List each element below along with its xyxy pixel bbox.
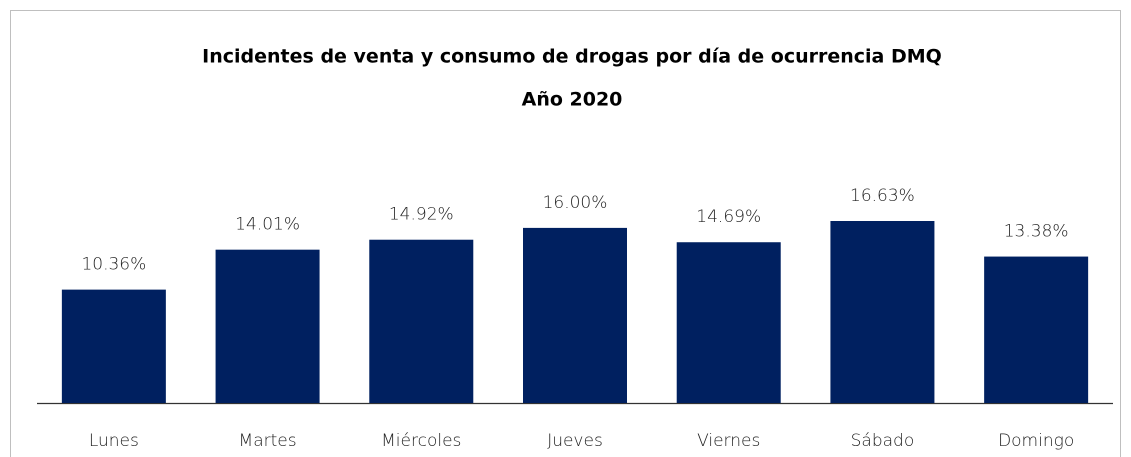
chart-subtitle: Año 2020	[522, 89, 623, 111]
data-label: 16.63%	[850, 186, 915, 206]
x-tick-label: Miércoles	[381, 431, 461, 451]
data-label: 14.92%	[389, 205, 454, 225]
x-tick-label: Domingo	[998, 431, 1074, 451]
bar	[984, 256, 1089, 403]
x-tick-label: Viernes	[697, 431, 760, 451]
bar	[523, 227, 627, 403]
chart-title: Incidentes de venta y consumo de drogas …	[202, 46, 942, 68]
data-label: 16.00%	[543, 193, 608, 213]
data-label: 14.69%	[696, 207, 761, 227]
x-tick-label: Lunes	[89, 431, 139, 451]
x-tick-label: Sábado	[851, 431, 915, 451]
bar	[830, 221, 935, 403]
bar	[676, 242, 781, 403]
bar	[61, 289, 166, 403]
bar	[215, 249, 320, 403]
bar	[369, 239, 474, 403]
data-label: 14.01%	[235, 215, 300, 235]
x-tick-label: Martes	[239, 431, 297, 451]
data-label: 10.36%	[81, 255, 146, 275]
data-label: 13.38%	[1004, 222, 1069, 242]
x-tick-label: Jueves	[547, 431, 603, 451]
